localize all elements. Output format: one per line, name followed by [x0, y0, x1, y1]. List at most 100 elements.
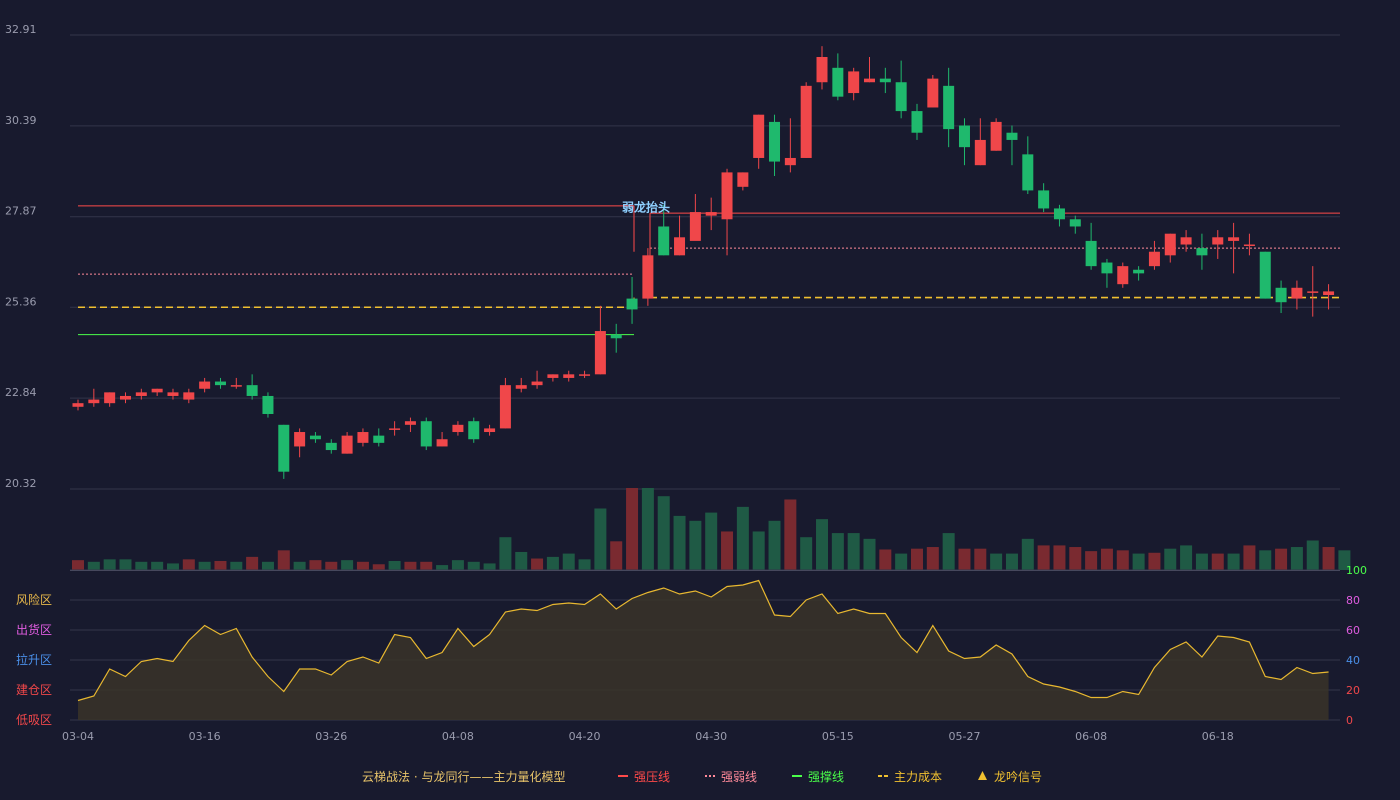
- candle-body: [214, 381, 226, 386]
- volume-bar: [1259, 550, 1272, 570]
- indicator-tick-label: 80: [1346, 594, 1360, 607]
- volume-bar: [1069, 547, 1082, 570]
- volume-bar: [657, 496, 670, 570]
- date-tick-label: 05-27: [948, 730, 980, 743]
- candle-body: [1228, 237, 1240, 241]
- candle-body: [1291, 287, 1303, 299]
- volume-bar: [1037, 545, 1050, 570]
- volume-bar: [1306, 540, 1319, 570]
- volume-bar: [800, 537, 813, 570]
- candle-body: [800, 85, 812, 158]
- candle-body: [484, 428, 496, 433]
- candle-body: [1133, 269, 1145, 274]
- candle-body: [1085, 240, 1097, 267]
- candle-body: [373, 435, 385, 443]
- volume-bar: [420, 561, 433, 570]
- volume-bar: [1132, 553, 1145, 570]
- candle-body: [1006, 132, 1018, 140]
- volume-bar: [1085, 551, 1098, 570]
- candle-body: [594, 331, 606, 375]
- volume-bar: [721, 531, 734, 570]
- candle-body: [579, 374, 591, 376]
- candle-body: [531, 381, 543, 386]
- volume-bar: [816, 519, 829, 570]
- candle-body: [1117, 266, 1129, 285]
- candle-body: [1196, 248, 1208, 256]
- candle-body: [1307, 291, 1319, 293]
- volume-bar: [214, 560, 227, 570]
- volume-bar: [467, 561, 480, 570]
- candle-body: [420, 421, 432, 447]
- volume-bar: [499, 537, 512, 570]
- volume-bar: [942, 533, 955, 570]
- price-tick-label: 25.36: [5, 295, 37, 308]
- volume-bar: [198, 561, 211, 570]
- indicator-tick-label: 20: [1346, 684, 1360, 697]
- volume-bar: [784, 499, 797, 570]
- candle-body: [199, 381, 211, 389]
- volume-bar: [546, 556, 559, 570]
- candle-body: [642, 255, 654, 299]
- price-tick-label: 32.91: [5, 23, 37, 36]
- candle-body: [1069, 219, 1081, 227]
- candle-body: [468, 421, 480, 440]
- volume-bar: [72, 560, 84, 570]
- indicator-line: [77, 579, 1329, 702]
- volume-bar: [483, 563, 496, 570]
- date-tick-label: 03-16: [189, 730, 221, 743]
- volume-bar: [151, 561, 164, 570]
- candle-body: [294, 432, 306, 447]
- volume-bar: [87, 561, 100, 570]
- candle-body: [1148, 251, 1160, 267]
- volume-bar: [1322, 547, 1335, 570]
- volume-bar: [515, 551, 528, 570]
- volume-bar: [752, 531, 765, 570]
- candle-body: [452, 424, 464, 433]
- date-tick-label: 03-26: [315, 730, 347, 743]
- volume-bar: [436, 565, 449, 570]
- candle-body: [658, 226, 670, 256]
- candle-body: [864, 78, 875, 83]
- volume-bar: [1338, 550, 1351, 570]
- candle-body: [927, 78, 939, 108]
- volume-bar: [578, 559, 591, 570]
- candle-body: [389, 428, 401, 430]
- volume-bar: [1180, 545, 1193, 570]
- volume-bar: [1100, 548, 1113, 570]
- volume-bar: [768, 520, 781, 570]
- candle-body: [563, 374, 575, 378]
- candle-body: [990, 121, 1002, 151]
- volume-bar: [1275, 548, 1288, 570]
- zone-label: 风险区: [16, 592, 52, 607]
- volume-bar: [958, 548, 971, 570]
- indicator-tick-label: 60: [1346, 624, 1360, 637]
- volume-bar: [246, 556, 259, 570]
- volume-bar: [103, 559, 116, 570]
- candle-body: [689, 212, 701, 241]
- legend-label: 主力成本: [894, 770, 942, 784]
- candle-body: [167, 392, 179, 396]
- candle-body: [895, 82, 907, 112]
- candle-body: [1243, 244, 1255, 247]
- candle-body: [499, 385, 511, 429]
- volume-bar: [910, 548, 923, 570]
- legend-label: 强弱线: [721, 770, 757, 784]
- legend-triangle-icon: [978, 771, 987, 780]
- candle-body: [515, 385, 527, 389]
- price-tick-label: 20.32: [5, 477, 37, 490]
- volume-bar: [831, 533, 844, 570]
- candle-body: [974, 139, 986, 166]
- volume-bar: [1005, 553, 1018, 570]
- candle-body: [88, 399, 100, 404]
- volume-bar: [1211, 553, 1224, 570]
- candle-body: [246, 385, 258, 396]
- candle-body: [357, 432, 369, 443]
- volume-bar: [293, 561, 306, 570]
- volume-bar: [1021, 538, 1034, 570]
- indicator-tick-label: 40: [1346, 654, 1360, 667]
- zone-label: 拉升区: [16, 652, 52, 667]
- candle-body: [816, 56, 828, 83]
- volume-bar: [1243, 545, 1256, 570]
- volume-bar: [562, 553, 575, 570]
